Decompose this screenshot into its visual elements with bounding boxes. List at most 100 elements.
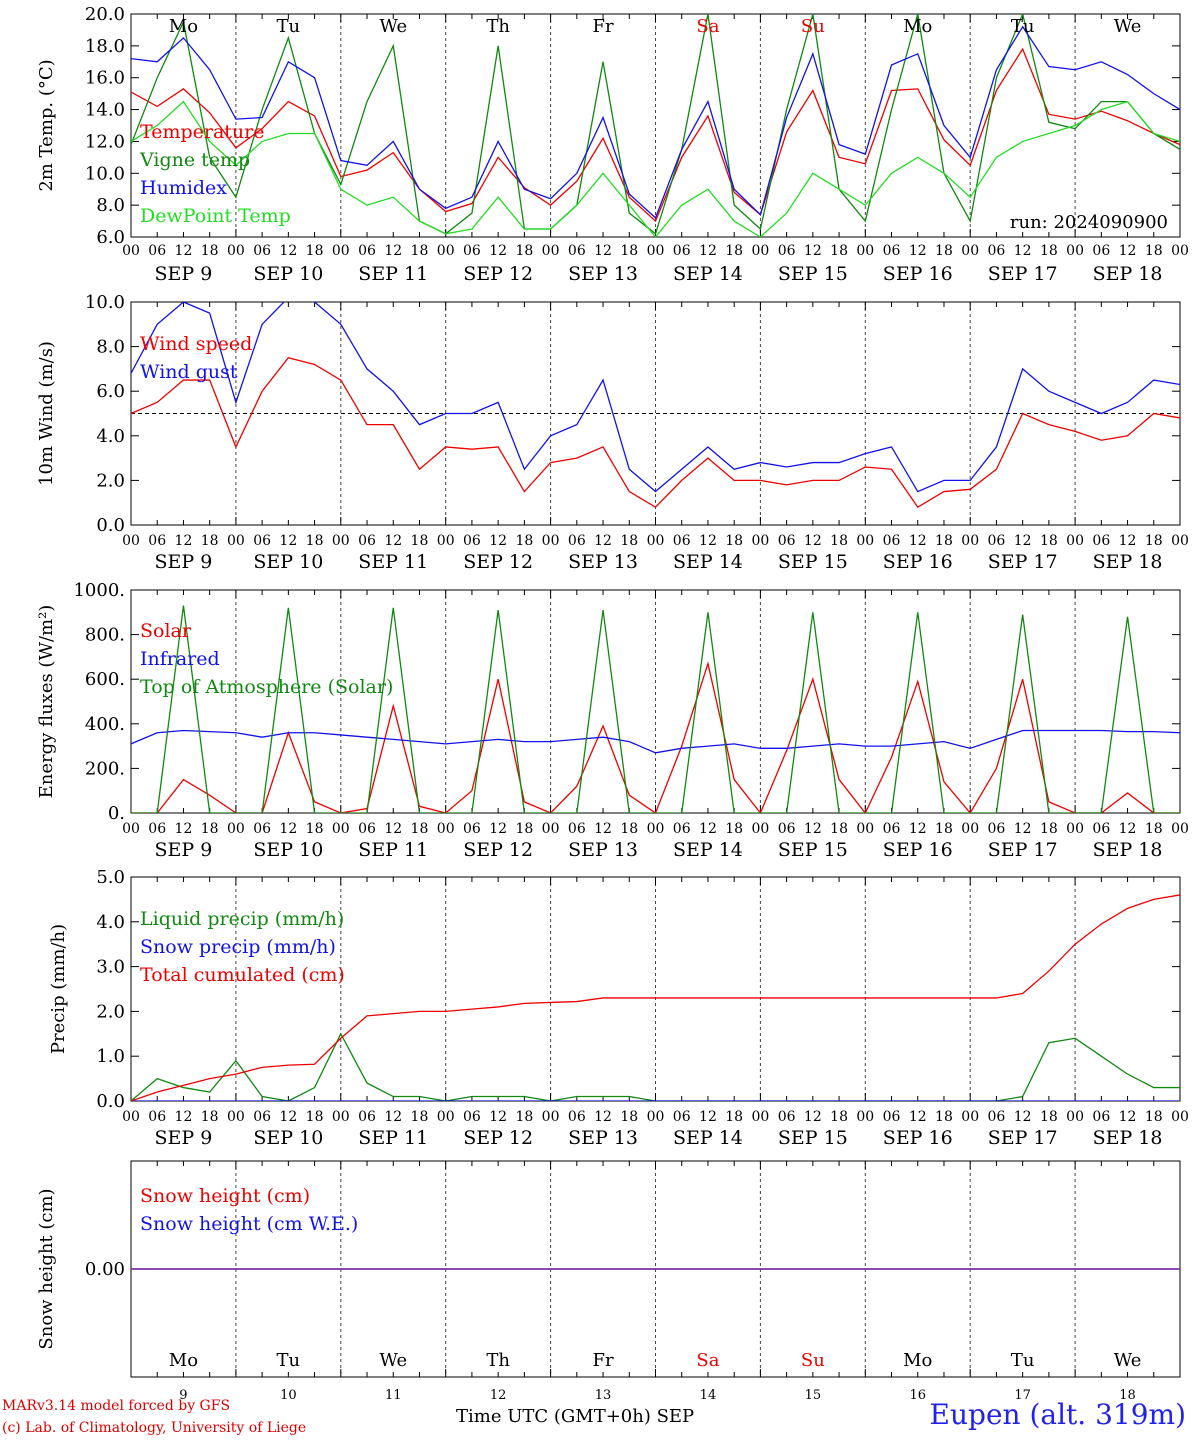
series-top-of-atmosphere-solar (131, 605, 1180, 813)
hour-tick-label: 06 (883, 1109, 901, 1125)
y-axis-label: Snow height (cm) (36, 1188, 57, 1349)
weekday-label: Tu (1011, 16, 1035, 37)
hour-tick-label: 00 (122, 1109, 140, 1125)
hour-tick-label: 00 (227, 821, 245, 837)
hour-tick-label: 06 (568, 821, 586, 837)
hour-tick-label: 12 (1014, 821, 1032, 837)
hour-tick-label: 12 (489, 1109, 507, 1125)
hour-tick-label: 00 (227, 533, 245, 549)
weekday-label: We (1114, 1350, 1142, 1371)
y-tick-label: 20.0 (85, 4, 125, 25)
y-tick-label: 14.0 (85, 100, 125, 121)
hour-tick-label: 00 (647, 1109, 665, 1125)
hour-tick-label: 06 (463, 1109, 481, 1125)
hour-tick-label: 00 (856, 533, 874, 549)
hour-tick-label: 18 (411, 533, 429, 549)
hour-tick-label: 00 (856, 1109, 874, 1125)
day-number: 10 (280, 1388, 297, 1403)
hour-tick-label: 18 (725, 1109, 743, 1125)
weekday-label: We (379, 1350, 407, 1371)
date-label: SEP 17 (988, 551, 1058, 573)
hour-tick-label: 18 (1145, 821, 1163, 837)
weekday-label: Mo (169, 16, 198, 37)
y-tick-label: 0.0 (96, 515, 125, 536)
y-tick-label: 1.0 (96, 1046, 125, 1067)
weekday-label: Tu (277, 1350, 301, 1371)
hour-tick-label: 00 (647, 821, 665, 837)
date-label: SEP 15 (778, 263, 848, 285)
hour-tick-label: 18 (725, 533, 743, 549)
hour-tick-label: 00 (751, 821, 769, 837)
hour-tick-label: 06 (883, 821, 901, 837)
hour-tick-label: 12 (384, 243, 402, 259)
date-label: SEP 14 (673, 551, 743, 573)
hour-tick-label: 00 (961, 533, 979, 549)
hour-tick-label: 00 (332, 821, 350, 837)
hour-tick-label: 06 (883, 243, 901, 259)
hour-tick-label: 00 (856, 243, 874, 259)
date-label: SEP 12 (463, 263, 533, 285)
date-label: SEP 9 (155, 839, 213, 861)
lab-credit: (c) Lab. of Climatology, University of L… (2, 1420, 307, 1436)
hour-tick-label: 12 (1014, 243, 1032, 259)
hour-tick-label: 06 (463, 533, 481, 549)
hour-tick-label: 00 (1066, 243, 1084, 259)
weekday-label: Su (801, 16, 825, 37)
hour-tick-label: 00 (751, 533, 769, 549)
hour-tick-label: 06 (778, 243, 796, 259)
x-axis-title: Time UTC (GMT+0h) SEP (456, 1406, 695, 1427)
hour-tick-label: 00 (647, 533, 665, 549)
hour-tick-label: 18 (935, 1109, 953, 1125)
day-number: 11 (385, 1388, 402, 1403)
hour-tick-label: 12 (909, 821, 927, 837)
date-label: SEP 10 (253, 839, 323, 861)
weekday-label: Fr (593, 1350, 614, 1371)
date-label: SEP 9 (155, 263, 213, 285)
hour-tick-label: 00 (1066, 1109, 1084, 1125)
hour-tick-label: 00 (122, 243, 140, 259)
hour-tick-label: 18 (725, 243, 743, 259)
hour-tick-label: 00 (961, 821, 979, 837)
hour-tick-label: 00 (332, 243, 350, 259)
hour-tick-label: 00 (961, 1109, 979, 1125)
station-name: Eupen (alt. 319m) (929, 1398, 1186, 1431)
y-tick-label: 0.0 (96, 1091, 125, 1112)
y-tick-label: 800. (85, 625, 125, 646)
date-label: SEP 10 (253, 263, 323, 285)
hour-tick-label: 00 (542, 243, 560, 259)
hour-tick-label: 06 (253, 243, 271, 259)
hour-tick-label: 18 (725, 821, 743, 837)
hour-tick-label: 12 (699, 821, 717, 837)
date-label: SEP 12 (463, 551, 533, 573)
hour-tick-label: 12 (1119, 821, 1137, 837)
hour-tick-label: 00 (751, 243, 769, 259)
hour-tick-label: 00 (437, 821, 455, 837)
legend-entry: Top of Atmosphere (Solar) (140, 676, 393, 698)
hour-tick-label: 18 (935, 821, 953, 837)
hour-tick-label: 12 (594, 533, 612, 549)
hour-tick-label: 18 (830, 821, 848, 837)
hour-tick-label: 06 (568, 533, 586, 549)
hour-tick-label: 06 (253, 533, 271, 549)
date-label: SEP 14 (673, 1127, 743, 1149)
hour-tick-label: 06 (1092, 821, 1110, 837)
hour-tick-label: 12 (594, 821, 612, 837)
hour-tick-label: 18 (411, 821, 429, 837)
date-label: SEP 11 (358, 839, 428, 861)
hour-tick-label: 00 (437, 1109, 455, 1125)
date-label: SEP 10 (253, 1127, 323, 1149)
hour-tick-label: 18 (201, 533, 219, 549)
y-tick-label: 4.0 (96, 426, 125, 447)
hour-tick-label: 06 (148, 1109, 166, 1125)
hour-tick-label: 06 (988, 243, 1006, 259)
series-wind-gust (131, 302, 1180, 493)
legend-entry: Infrared (140, 648, 220, 670)
series-total-cumulated-cm (131, 894, 1180, 1101)
hour-tick-label: 06 (1092, 1109, 1110, 1125)
hour-tick-label: 00 (122, 821, 140, 837)
hour-tick-label: 18 (1040, 1109, 1058, 1125)
hour-tick-label: 18 (306, 533, 324, 549)
y-tick-label: 8.0 (96, 195, 125, 216)
date-label: SEP 14 (673, 263, 743, 285)
hour-tick-label: 12 (804, 533, 822, 549)
